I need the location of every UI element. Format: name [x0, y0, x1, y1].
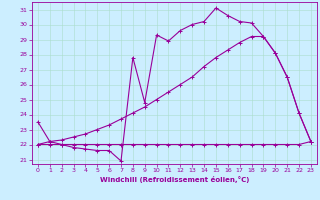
X-axis label: Windchill (Refroidissement éolien,°C): Windchill (Refroidissement éolien,°C) — [100, 176, 249, 183]
